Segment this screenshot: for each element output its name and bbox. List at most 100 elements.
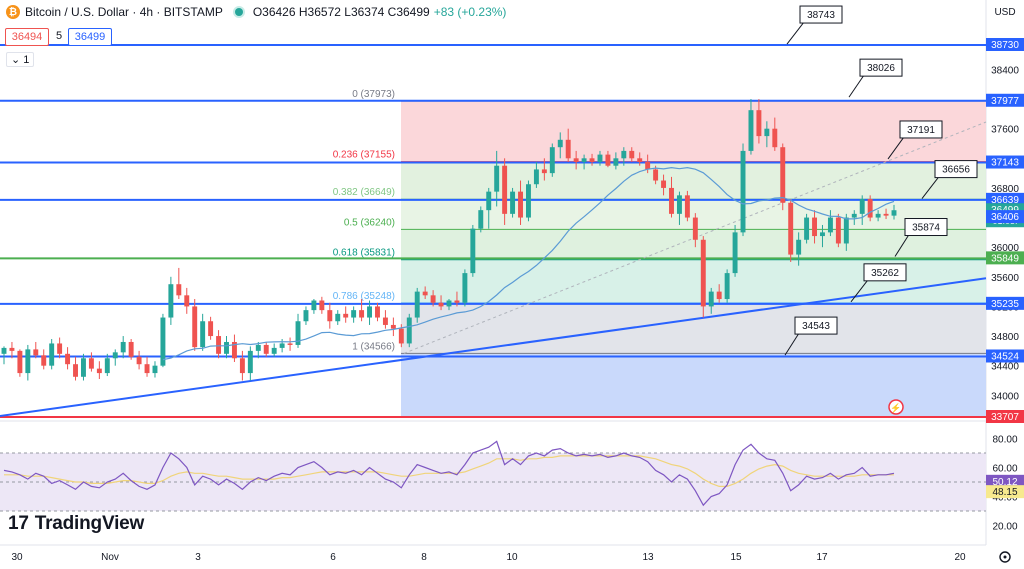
- price-tag-label: 38730: [991, 40, 1019, 51]
- time-axis-label: 3: [195, 552, 201, 563]
- candle-body: [303, 310, 309, 322]
- buy-price-button[interactable]: 36499: [68, 28, 112, 46]
- chevron-down-icon: ⌄: [11, 54, 21, 66]
- candle-body: [17, 350, 23, 374]
- callout-pointer: [786, 21, 805, 45]
- candle-body: [88, 358, 94, 369]
- tradingview-logo: 17 TradingView: [8, 513, 144, 535]
- candle-body: [470, 228, 476, 274]
- callout-box: [899, 120, 943, 139]
- candle-body: [375, 306, 380, 318]
- candle-body: [835, 217, 841, 244]
- candle-body: [33, 349, 39, 356]
- candle-body: [168, 284, 174, 318]
- candle-body: [462, 273, 468, 303]
- candle-body: [144, 364, 150, 374]
- candle-body: [780, 147, 786, 203]
- candle-body: [851, 213, 857, 218]
- market-status-icon: [234, 8, 243, 16]
- open-value: O36426: [252, 5, 296, 19]
- price-axis-label: 34800: [991, 332, 1019, 343]
- callout-pointer: [850, 279, 869, 303]
- candle-body: [65, 353, 71, 365]
- candle-body: [867, 199, 873, 218]
- candle-body: [287, 343, 293, 345]
- candle-body: [533, 169, 539, 185]
- price-tag-label: 36406: [991, 212, 1019, 223]
- candle-body: [581, 158, 587, 163]
- candle-body: [279, 343, 285, 348]
- fib-level-label: 1 (34566): [352, 341, 395, 352]
- callout-label: 35262: [871, 268, 899, 279]
- callout-box: [934, 160, 978, 179]
- candle-body: [41, 355, 47, 366]
- chart-header: ₿ Bitcoin / U.S. Dollar · 4h · BITSTAMP …: [0, 0, 506, 24]
- time-axis-label: 13: [642, 552, 654, 563]
- candle-body: [700, 239, 706, 307]
- price-axis-label: 34400: [991, 362, 1019, 373]
- candle-body: [661, 180, 667, 188]
- price-change: +83 (+0.23%): [433, 5, 507, 19]
- candle-body: [335, 313, 341, 322]
- candle-body: [96, 368, 102, 374]
- price-tag: [986, 210, 1024, 224]
- candle-body: [748, 110, 754, 151]
- callout-box: [859, 58, 903, 77]
- fib-level-label: 0 (37973): [352, 89, 395, 100]
- callout-box: [799, 5, 843, 24]
- callout-pointer: [894, 234, 910, 257]
- time-axis-label: 17: [816, 552, 828, 563]
- candle-body: [708, 291, 714, 307]
- candle-body: [216, 336, 222, 354]
- price-tag-label: 35849: [991, 253, 1019, 264]
- candle-body: [494, 165, 500, 192]
- candle-body: [526, 184, 531, 218]
- candle-body: [73, 364, 78, 377]
- symbol-title[interactable]: Bitcoin / U.S. Dollar · 4h · BITSTAMP: [25, 5, 223, 19]
- logo-text: TradingView: [34, 513, 145, 534]
- time-axis-label: 8: [421, 552, 427, 563]
- candle-body: [438, 302, 444, 307]
- callout-label: 36656: [942, 165, 970, 176]
- alert-icon: [888, 399, 904, 415]
- callout-pointer: [848, 74, 865, 98]
- candle-body: [367, 306, 372, 318]
- callout-label: 35874: [912, 223, 940, 234]
- indicators-toggle[interactable]: ⌄ 1: [6, 52, 35, 67]
- candle-body: [637, 158, 643, 163]
- candle-body: [231, 341, 237, 359]
- price-axis-label: 34000: [991, 391, 1019, 402]
- candle-body: [732, 232, 738, 274]
- candle-body: [883, 213, 889, 216]
- price-tag: [986, 155, 1024, 169]
- price-tag-label: 35235: [991, 299, 1019, 310]
- price-tag-label: 36639: [991, 195, 1019, 206]
- fib-level-label: 0.382 (36649): [333, 187, 395, 198]
- fib-level-label: 0.618 (35831): [333, 248, 395, 259]
- candle-body: [160, 317, 166, 366]
- candle-body: [510, 191, 516, 214]
- candle-body: [676, 195, 682, 214]
- candle-body: [351, 310, 357, 318]
- callout-box: [794, 316, 838, 335]
- price-axis-label: 38400: [991, 65, 1019, 76]
- candle-body: [629, 150, 635, 159]
- candle-body: [200, 321, 206, 348]
- candle-body: [311, 300, 317, 311]
- price-tag-label: 33707: [991, 412, 1019, 423]
- callout-box: [904, 218, 948, 237]
- ohlc-values: O36426 H36572 L36374 C36499: [253, 5, 430, 19]
- callout-label: 34543: [802, 321, 830, 332]
- candle-body: [247, 350, 253, 374]
- support-trendline: [0, 277, 987, 418]
- candle-body: [692, 217, 698, 240]
- candle-body: [772, 128, 778, 148]
- candle-body: [724, 273, 730, 300]
- sell-price-button[interactable]: 36494: [5, 28, 49, 46]
- candle-body: [557, 139, 563, 148]
- candle-body: [518, 191, 523, 218]
- price-tag: [986, 251, 1024, 265]
- candle-body: [382, 317, 388, 325]
- low-value: L36374: [344, 5, 385, 19]
